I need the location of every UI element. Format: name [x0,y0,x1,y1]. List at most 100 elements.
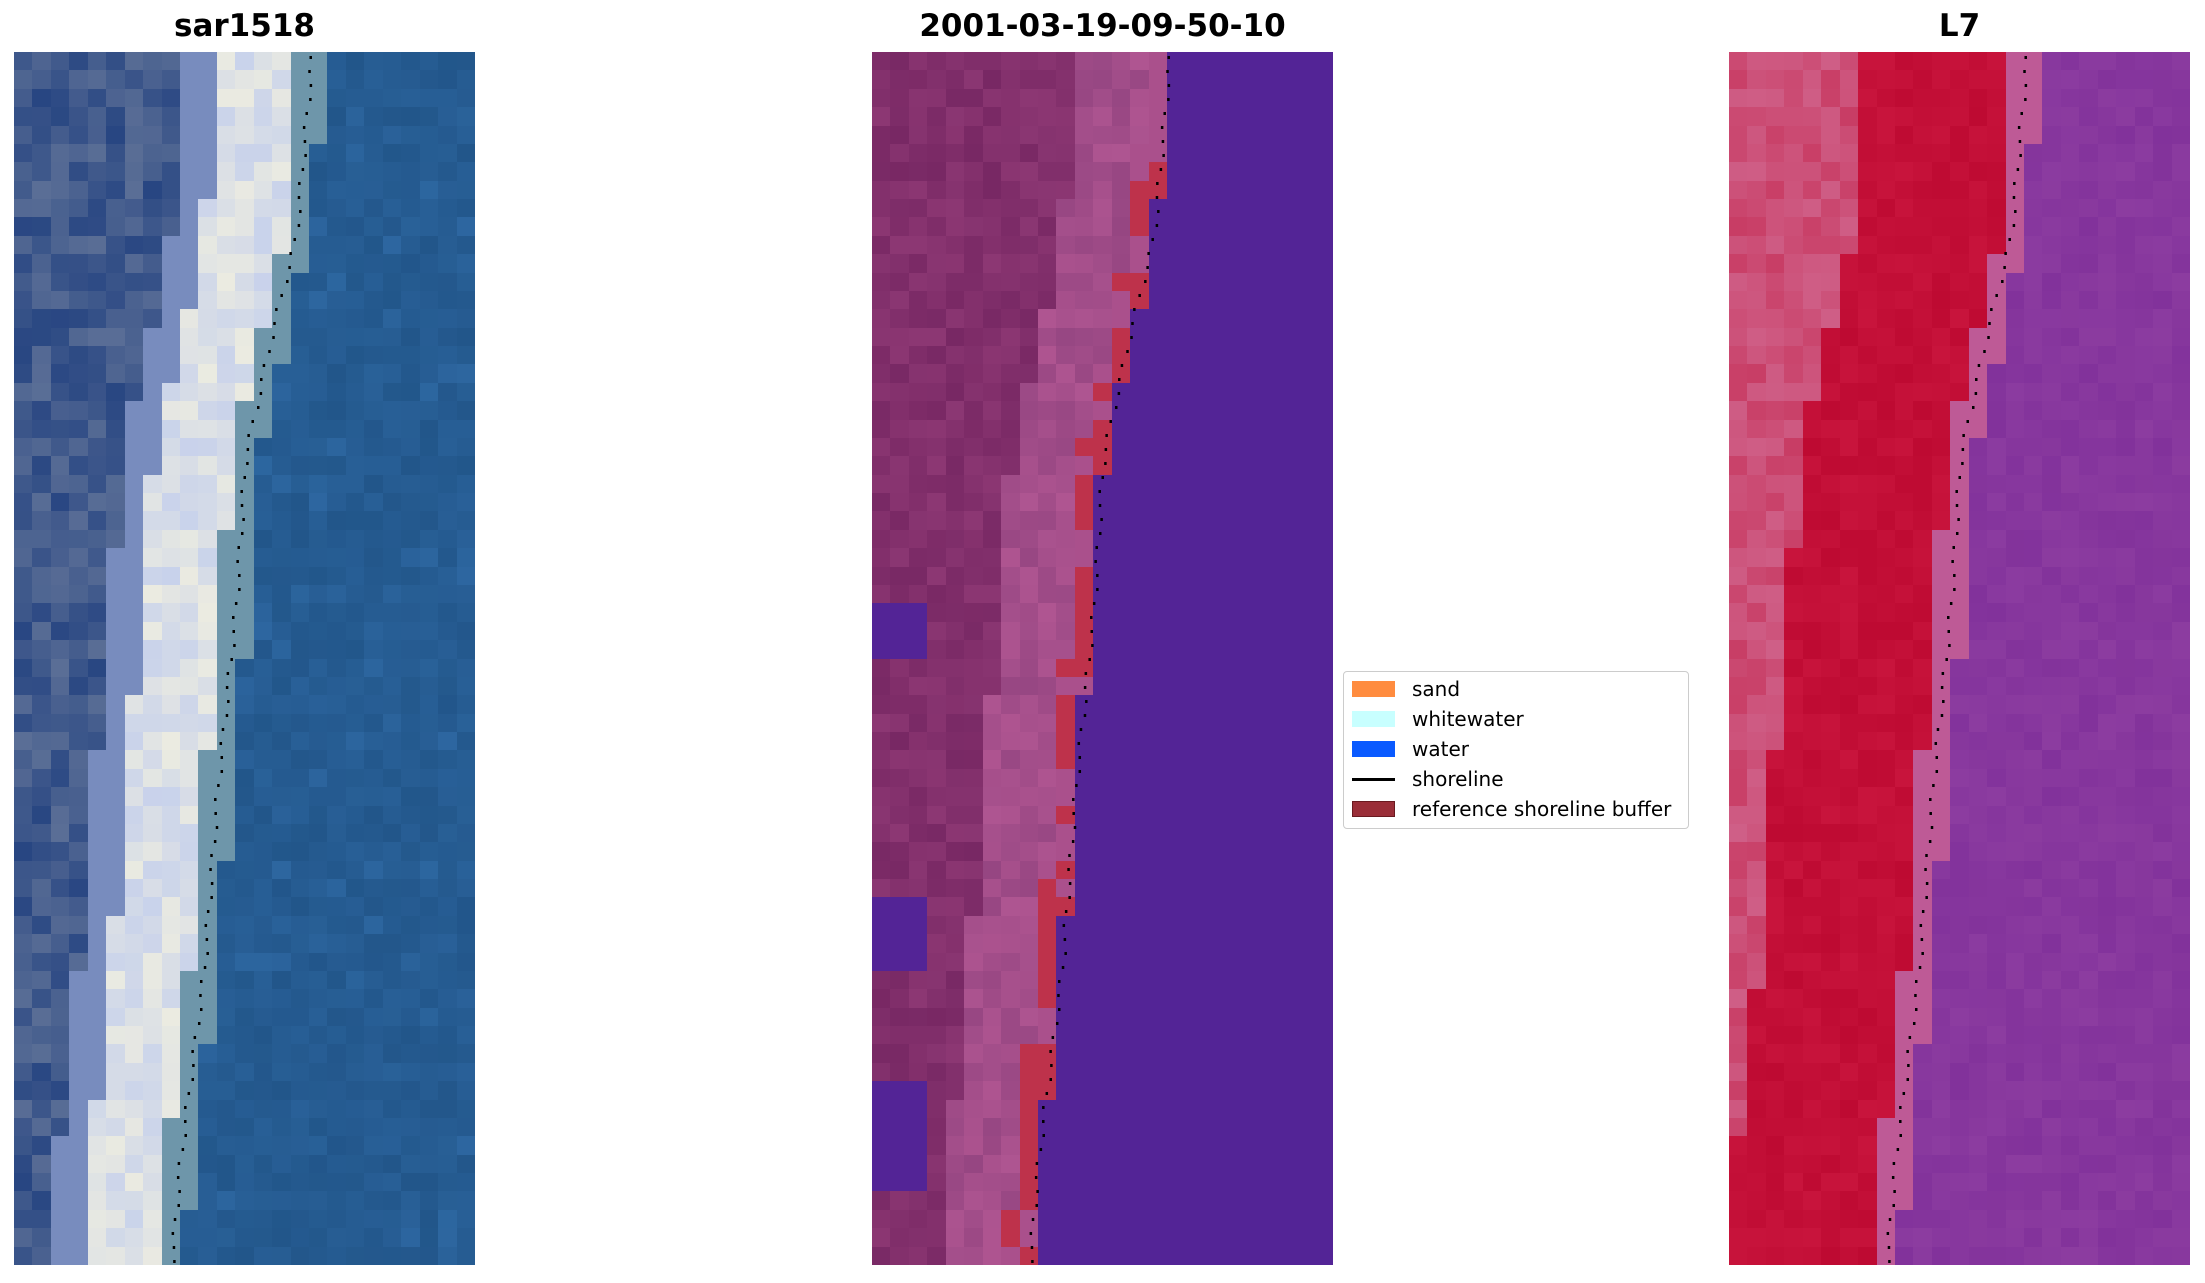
image-pixel [1987,768,2006,788]
image-pixel [1019,199,1038,218]
image-pixel [309,1062,328,1082]
image-pixel [161,970,180,990]
image-pixel [1729,952,1748,971]
image-pixel [438,658,457,677]
image-pixel [872,199,891,218]
image-pixel [1931,879,1951,898]
image-pixel [1130,860,1149,880]
image-pixel [1019,603,1038,622]
shoreline-point [308,70,311,73]
image-pixel [401,125,420,144]
image-pixel [216,566,236,585]
image-pixel [872,437,891,457]
image-pixel [890,88,909,108]
image-pixel [1802,621,1822,641]
image-pixel [2116,1136,2135,1155]
image-pixel [235,217,254,236]
image-pixel [2097,180,2117,200]
image-pixel [216,493,236,512]
image-pixel [32,970,51,990]
image-pixel [1019,456,1038,475]
image-pixel [2171,584,2190,604]
image-pixel [106,1026,125,1045]
image-pixel [2042,1081,2061,1100]
image-pixel [908,346,928,365]
image-pixel [1185,419,1204,438]
image-pixel [2042,272,2061,291]
image-pixel [1167,88,1186,108]
image-pixel [1876,1062,1895,1082]
image-pixel [1167,621,1186,641]
image-pixel [2171,1044,2190,1063]
image-pixel [890,640,909,659]
image-pixel [2116,143,2135,163]
image-pixel [1987,437,2006,457]
image-pixel [2097,1007,2117,1027]
image-pixel [2060,1099,2080,1118]
image-pixel [1148,1209,1168,1229]
image-pixel [982,346,1002,365]
image-pixel [2042,658,2061,677]
image-pixel [235,732,254,751]
image-pixel [345,419,365,438]
image-pixel [945,88,965,108]
image-pixel [14,897,33,916]
image-pixel [161,989,180,1008]
image-pixel [345,584,365,604]
image-pixel [50,107,70,126]
image-pixel [2005,1044,2025,1063]
image-pixel [179,842,199,861]
image-pixel [1037,934,1057,953]
image-pixel [1111,1173,1131,1192]
image-pixel [1296,658,1315,677]
image-pixel [927,640,946,659]
image-pixel [14,584,33,604]
image-pixel [945,603,965,622]
shoreline-point [1064,952,1067,955]
image-pixel [1185,897,1204,916]
image-pixel [1913,768,1932,788]
image-pixel [1296,621,1315,641]
image-pixel [327,364,346,383]
image-pixel [382,143,402,163]
image-pixel [1839,419,1859,438]
image-pixel [50,584,70,604]
image-pixel [290,382,310,402]
image-pixel [1747,970,1766,990]
image-pixel [1802,676,1822,696]
image-pixel [2171,823,2190,843]
image-pixel [161,437,180,457]
image-pixel [143,52,162,71]
image-pixel [401,787,420,806]
image-pixel [1839,732,1859,751]
image-pixel [945,1044,965,1063]
image-pixel [1950,842,1969,861]
image-pixel [438,1209,457,1229]
image-pixel [1802,437,1822,457]
image-pixel [2079,879,2098,898]
image-pixel [2060,860,2080,880]
image-pixel [1987,180,2006,200]
image-pixel [1894,897,1914,916]
image-pixel [1931,70,1951,89]
image-pixel [69,143,88,163]
image-pixel [106,713,125,732]
image-pixel [456,235,475,255]
image-pixel [2005,695,2025,714]
image-pixel [1858,180,1877,200]
image-pixel [106,107,125,126]
shoreline-point [178,1190,181,1193]
image-pixel [1111,566,1131,585]
image-pixel [1185,1191,1204,1210]
image-pixel [2153,621,2172,641]
image-pixel [945,621,965,641]
image-pixel [1821,823,1840,843]
image-pixel [1931,437,1951,457]
image-pixel [309,1173,328,1192]
image-pixel [1148,199,1168,218]
image-pixel [1839,1062,1859,1082]
image-pixel [1185,401,1204,420]
image-pixel [1950,823,1969,843]
image-pixel [419,217,439,236]
image-pixel [1240,732,1260,751]
